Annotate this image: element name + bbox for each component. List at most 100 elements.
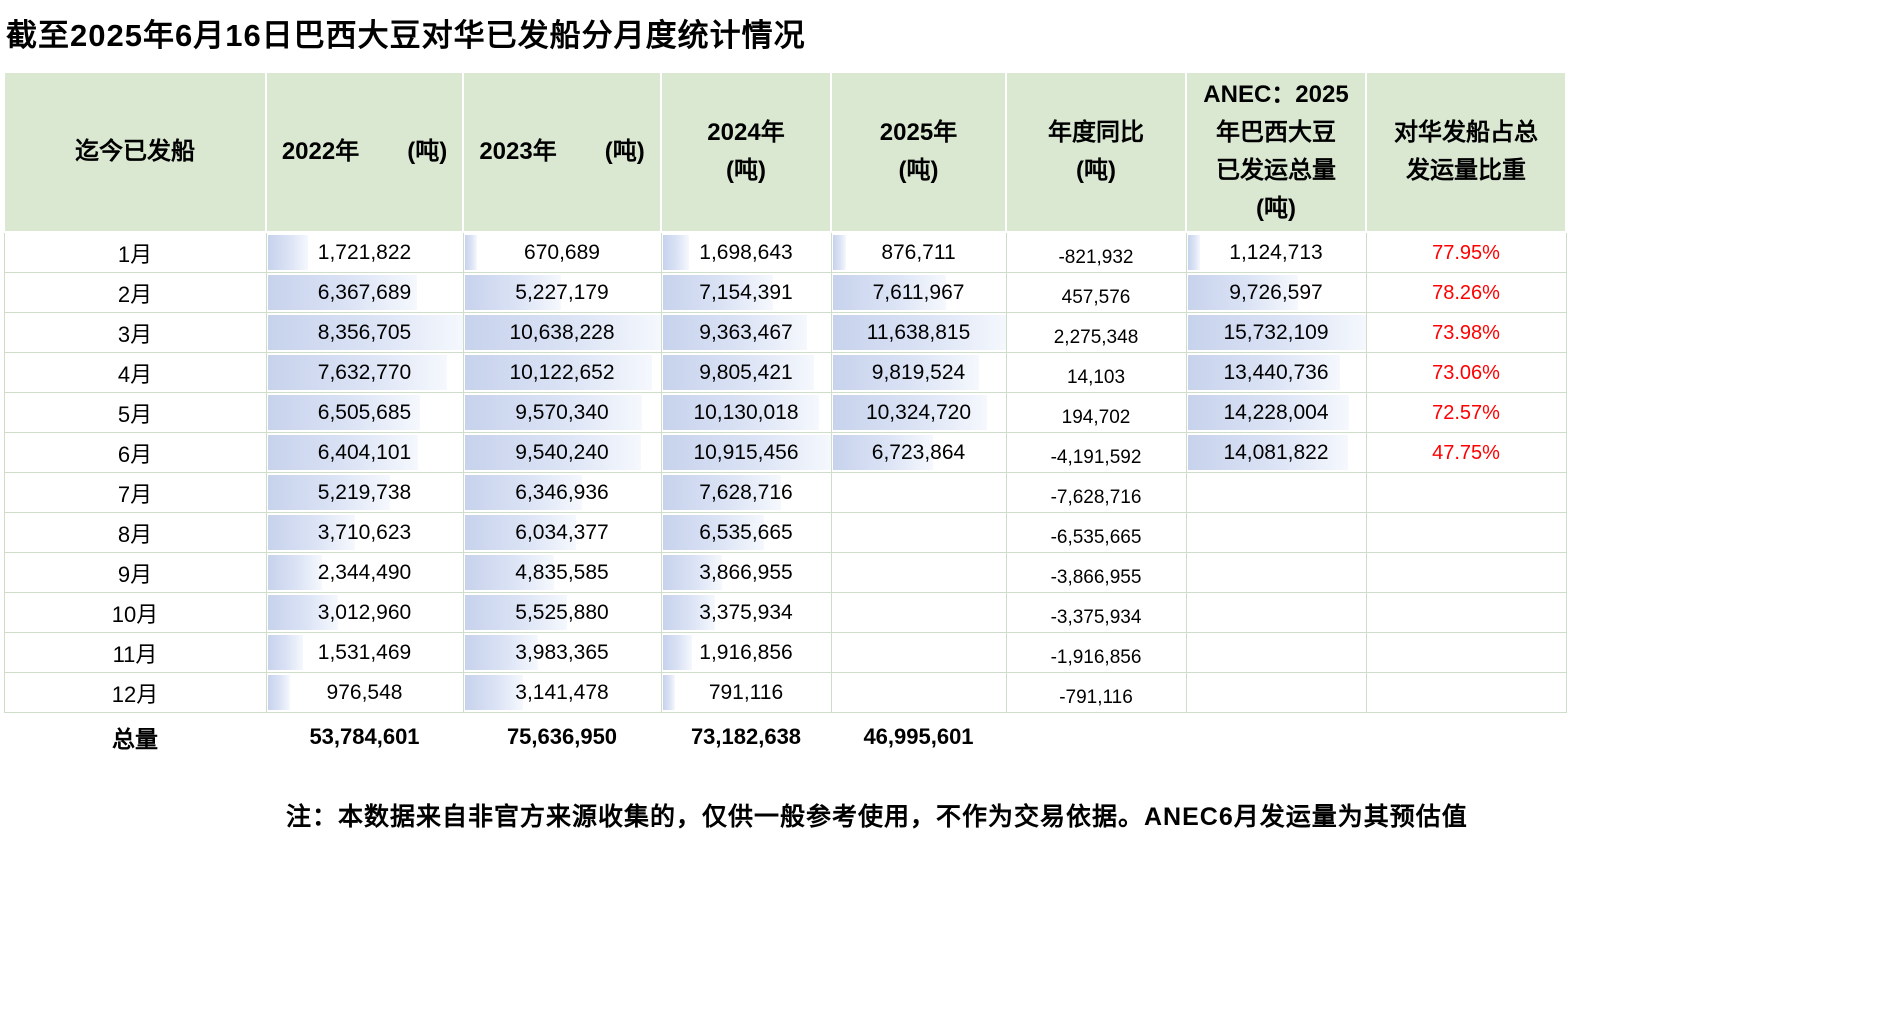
databar [464,315,660,350]
cell-y2024: 7,628,716 [660,472,832,513]
cell-y2023: 10,638,228 [462,312,662,353]
table-row: 2月 6,367,689 5,227,179 7,154,391 7,611,967 45… [3,272,1567,313]
databar [662,355,815,390]
databar [464,555,555,590]
cell-share [1365,512,1567,553]
total-cell-y2023: 75,636,950 [463,712,661,761]
cell-value: -4,191,592 [1050,447,1142,468]
header-cell-y2022: 2022年 (吨) [265,71,464,233]
cell-value: 1,916,856 [699,640,793,664]
databar [464,235,477,270]
cell-share: 73.06% [1365,352,1567,393]
cell-y2025: 10,324,720 [830,392,1007,433]
cell-month: 9月 [3,552,267,593]
databar [832,395,987,430]
cell-month: 8月 [3,512,267,553]
header-cell-y2024: 2024年 (吨) [660,71,832,233]
databar [267,315,462,350]
cell-value: -7,628,716 [1050,487,1142,508]
cell-y2024: 3,375,934 [660,592,832,633]
cell-value: 670,689 [524,240,600,264]
cell-share [1365,592,1567,633]
header-cell-share: 对华发船占总 发运量比重 [1365,71,1567,233]
cell-value: 14,103 [1066,367,1126,388]
cell-y2023: 3,141,478 [462,672,662,713]
cell-value: 11,638,815 [866,320,971,344]
cell-value: -1,916,856 [1050,647,1142,668]
cell-y2022: 6,505,685 [265,392,464,433]
header-cell-anec: ANEC：2025 年巴西大豆 已发运总量 (吨) [1185,71,1367,233]
cell-value: 457,576 [1061,287,1131,308]
cell-month: 4月 [3,352,267,393]
cell-share [1365,552,1567,593]
cell-y2024: 1,698,643 [660,231,832,273]
databar [832,355,980,390]
databar [662,275,774,310]
cell-y2024: 10,130,018 [660,392,832,433]
cell-value: 14,081,822 [1223,440,1329,464]
table-body: 1月 1,721,822 670,689 1,698,643 876,711 -821,9… [3,231,1567,713]
cell-value: 876,711 [881,240,956,264]
cell-value: -821,932 [1058,247,1134,268]
cell-anec: 13,440,736 [1185,352,1367,393]
cell-value: 7,154,391 [699,280,793,304]
cell-y2025 [830,672,1007,713]
cell-value: 9,726,597 [1229,280,1323,304]
cell-y2025 [830,592,1007,633]
totals-row: 总量 53,784,601 75,636,950 73,182,638 46,995,6… [4,712,1566,761]
cell-yoy: -1,916,856 [1005,632,1187,673]
databar [1187,395,1350,430]
cell-value: -3,375,934 [1050,607,1142,628]
total-cell-yoy [1006,712,1186,761]
cell-share: 73.98% [1365,312,1567,353]
cell-month: 2月 [3,272,267,313]
databar [662,475,781,510]
databar [832,435,934,470]
databar [832,315,1005,350]
cell-month: 10月 [3,592,267,633]
cell-month: 12月 [3,672,267,713]
cell-value: 6,367,689 [317,280,412,304]
cell-value: 976,548 [326,680,403,704]
cell-y2023: 670,689 [462,231,662,273]
cell-share: 78.26% [1365,272,1567,313]
cell-month: 1月 [3,231,267,273]
cell-yoy: -6,535,665 [1005,512,1187,553]
cell-y2023: 9,570,340 [462,392,662,433]
databar [267,475,390,510]
cell-yoy: 14,103 [1005,352,1187,393]
cell-y2025: 9,819,524 [830,352,1007,393]
databar [1187,355,1341,390]
cell-anec [1185,512,1367,553]
databar [1187,275,1299,310]
table-row: 8月 3,710,623 6,034,377 6,535,665 -6,535,665 [3,512,1567,553]
cell-y2024: 1,916,856 [660,632,832,673]
cell-y2024: 9,363,467 [660,312,832,353]
cell-value: 73.06% [1432,361,1500,384]
cell-value: 3,866,955 [699,560,793,584]
cell-value: -3,866,955 [1050,567,1142,588]
cell-y2025 [830,472,1007,513]
header-cell-month: 迄今已发船 [3,71,267,233]
cell-y2024: 9,805,421 [660,352,832,393]
cell-value: 1,531,469 [317,640,412,664]
cell-y2022: 1,531,469 [265,632,464,673]
cell-value: 6,346,936 [515,480,609,504]
cell-value: 6,723,864 [871,440,966,464]
table-row: 7月 5,219,738 6,346,936 7,628,716 -7,628,716 [3,472,1567,513]
cell-value: 10,122,652 [509,360,615,384]
cell-y2024: 10,915,456 [660,432,832,473]
table-row: 1月 1,721,822 670,689 1,698,643 876,711 -821,9… [3,231,1567,273]
cell-value: 10,324,720 [865,400,972,424]
cell-value: 2月 [117,281,153,307]
databar [464,595,567,630]
cell-y2023: 4,835,585 [462,552,662,593]
cell-share [1365,672,1567,713]
cell-y2023: 6,034,377 [462,512,662,553]
table-row: 12月 976,548 3,141,478 791,116 -791,116 [3,672,1567,713]
databar [464,515,577,550]
cell-anec [1185,552,1367,593]
cell-y2022: 8,356,705 [265,312,464,353]
cell-value: 3,375,934 [699,600,793,624]
cell-value: 7,632,770 [317,360,412,384]
